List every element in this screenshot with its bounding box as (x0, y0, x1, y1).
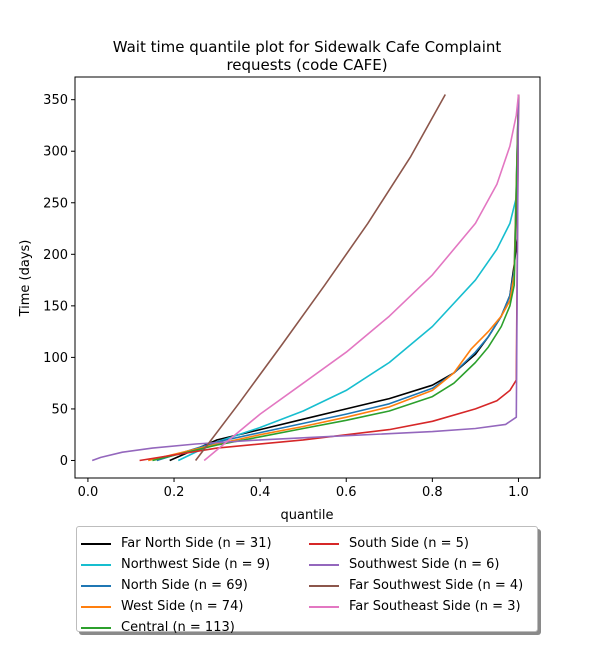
legend-label: Southwest Side (n = 6) (349, 557, 500, 572)
x-axis: 0.0 0.2 0.4 0.6 0.8 1.0 (78, 478, 529, 500)
legend-label: Northwest Side (n = 9) (121, 557, 271, 572)
legend-item: Far North Side (n = 31) (81, 533, 272, 554)
x-tick-label: 0.2 (164, 485, 185, 500)
legend-label: North Side (n = 69) (121, 578, 248, 593)
series-line-6 (91, 94, 520, 462)
legend-item: Central (n = 113) (81, 617, 272, 638)
legend-column-1: Far North Side (n = 31) Northwest Side (… (81, 533, 272, 638)
legend-swatch (81, 542, 111, 545)
legend-item: Far Southeast Side (n = 3) (309, 596, 523, 617)
y-tick-label: 300 (43, 145, 68, 160)
y-tick-label: 100 (43, 351, 68, 366)
legend-item: West Side (n = 74) (81, 596, 272, 617)
legend-item: Far Southwest Side (n = 4) (309, 575, 523, 596)
series-line-2 (156, 94, 520, 462)
series-line-8 (203, 94, 520, 462)
x-tick-label: 0.4 (250, 485, 271, 500)
legend-label: West Side (n = 74) (121, 599, 244, 614)
legend-column-2: South Side (n = 5) Southwest Side (n = 6… (309, 533, 523, 617)
legend-item: South Side (n = 5) (309, 533, 523, 554)
legend-item: Southwest Side (n = 6) (309, 554, 523, 575)
series-line-5 (139, 94, 520, 462)
legend-label: Far Southwest Side (n = 4) (349, 578, 524, 593)
chart-title-line-1: Wait time quantile plot for Sidewalk Caf… (113, 38, 502, 56)
series-line-1 (177, 94, 520, 462)
series-line-4 (152, 94, 520, 462)
x-tick-label: 0.6 (336, 485, 357, 500)
chart-title-line-2: requests (code CAFE) (226, 56, 387, 74)
series-line-0 (169, 94, 520, 462)
legend-label: South Side (n = 5) (349, 536, 469, 551)
series-line-7 (194, 94, 446, 461)
y-tick-label: 350 (43, 93, 68, 108)
legend-label: Far North Side (n = 31) (121, 536, 272, 551)
plot-frame (74, 76, 541, 479)
legend-item: North Side (n = 69) (81, 575, 272, 596)
y-axis: 0 50 100 150 200 250 300 350 (43, 93, 75, 469)
y-tick-label: 0 (60, 454, 68, 469)
y-tick-label: 200 (43, 248, 68, 263)
y-tick-label: 50 (51, 402, 68, 417)
legend-item: Northwest Side (n = 9) (81, 554, 272, 575)
plot-lines (91, 94, 520, 462)
legend-swatch (309, 605, 339, 608)
x-axis-label: quantile (280, 508, 333, 523)
legend-swatch (81, 584, 111, 587)
x-tick-label: 0.8 (422, 485, 443, 500)
legend-label: Far Southeast Side (n = 3) (349, 599, 521, 614)
legend-swatch (309, 584, 339, 587)
legend-swatch (81, 626, 111, 629)
legend-swatch (309, 542, 339, 545)
legend-swatch (309, 563, 339, 566)
legend-swatch (81, 605, 111, 608)
legend-swatch (81, 563, 111, 566)
chart-legend: Far North Side (n = 31) Northwest Side (… (76, 526, 538, 635)
series-line-3 (148, 94, 520, 462)
legend-label: Central (n = 113) (121, 620, 235, 635)
y-axis-label: Time (days) (18, 240, 33, 318)
x-tick-label: 1.0 (508, 485, 529, 500)
x-tick-label: 0.0 (78, 485, 99, 500)
y-tick-label: 250 (43, 196, 68, 211)
y-tick-label: 150 (43, 299, 68, 314)
